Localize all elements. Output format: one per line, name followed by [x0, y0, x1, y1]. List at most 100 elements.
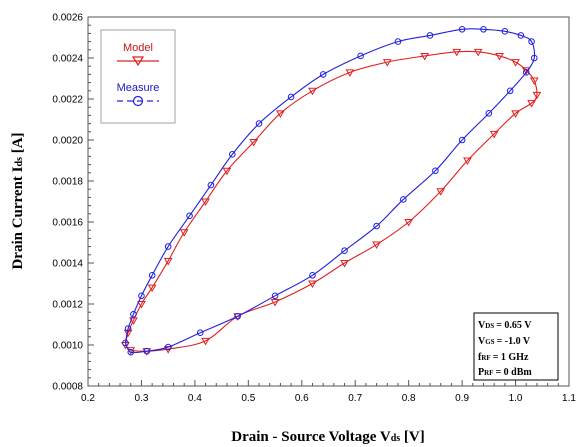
- measure-point: [122, 339, 129, 347]
- y-tick-label: 0.0024: [52, 54, 83, 65]
- y-tick-label: 0.0022: [52, 95, 83, 106]
- model-point: [420, 52, 430, 61]
- y-tick-label: 0.0010: [52, 341, 83, 352]
- measure-point: [130, 310, 137, 318]
- model-point: [452, 48, 462, 57]
- y-axis-title: Drain Current Ids [A]: [10, 132, 26, 269]
- measure-point: [319, 71, 327, 78]
- series-layer: [121, 26, 542, 356]
- measure-point: [124, 325, 132, 332]
- measure-point: [255, 120, 263, 127]
- info-vds: VDS = 0.65 V: [478, 320, 532, 331]
- model-point: [179, 229, 189, 237]
- x-tick-label: 0.9: [455, 393, 469, 404]
- legend-measure-label: Measure: [117, 82, 160, 94]
- model-point: [382, 59, 392, 67]
- model-point: [404, 219, 414, 227]
- measure-point: [530, 54, 538, 62]
- model-point: [163, 257, 173, 266]
- model-point: [511, 110, 520, 118]
- model-point: [340, 260, 349, 268]
- model-point: [201, 198, 210, 206]
- model-point: [463, 157, 472, 165]
- x-tick-label: 0.7: [348, 393, 362, 404]
- measure-point: [458, 26, 466, 33]
- measure-point: [458, 136, 466, 144]
- measure-point: [400, 196, 407, 203]
- model-point: [308, 280, 317, 288]
- model-point: [527, 100, 536, 108]
- x-tick-label: 0.4: [188, 393, 202, 404]
- y-tick-label: 0.0014: [52, 259, 83, 270]
- y-tick-label: 0.0016: [52, 218, 83, 229]
- x-tick-label: 0.8: [402, 393, 416, 404]
- info-frf: fRF = 1 GHz: [478, 352, 529, 363]
- measure-point: [164, 343, 172, 351]
- info-vgs: VGS = -1.0 V: [478, 336, 531, 347]
- x-tick-label: 0.3: [134, 393, 148, 404]
- model-point: [489, 130, 499, 139]
- model-point: [511, 59, 520, 67]
- x-axis-ticks: 0.2 0.3 0.4 0.5 0.6 0.7 0.8 0.9 1.0 1.1: [81, 380, 576, 404]
- info-prf: PRF = 0 dBm: [478, 367, 532, 378]
- model-point: [270, 298, 280, 307]
- x-axis-title: Drain - Source Voltage Vds [V]: [231, 429, 424, 445]
- measure-point: [522, 69, 530, 76]
- measure-point: [271, 292, 279, 300]
- measure-point: [229, 151, 236, 158]
- series-measure: [122, 26, 538, 356]
- model-point: [532, 91, 542, 100]
- model-point: [529, 77, 539, 86]
- x-tick-label: 0.6: [295, 393, 309, 404]
- model-point: [473, 48, 483, 57]
- measure-point: [373, 222, 380, 230]
- y-tick-label: 0.0012: [52, 300, 83, 311]
- measure-point: [207, 181, 215, 189]
- measure-point: [164, 243, 172, 250]
- bias-info-box: VDS = 0.65 V VGS = -1.0 V fRF = 1 GHz PRF = …: [473, 312, 559, 381]
- y-tick-label: 0.0018: [52, 177, 83, 188]
- model-point: [129, 317, 138, 325]
- y-tick-label: 0.0026: [52, 13, 83, 24]
- x-tick-label: 0.2: [81, 393, 95, 404]
- model-point: [345, 69, 355, 77]
- measure-point: [480, 26, 487, 33]
- model-point: [222, 167, 232, 176]
- legend-model-marker: [131, 56, 145, 67]
- y-tick-label: 0.0008: [52, 382, 83, 393]
- measure-point: [309, 272, 316, 279]
- model-point: [276, 110, 285, 118]
- measure-point: [432, 167, 439, 175]
- measure-point: [234, 313, 241, 320]
- model-point: [137, 301, 146, 309]
- model-point: [249, 139, 259, 147]
- measure-point: [528, 38, 535, 45]
- measure-point: [426, 32, 434, 39]
- measure-point: [287, 93, 295, 101]
- model-point: [495, 52, 504, 61]
- measure-point: [143, 347, 151, 355]
- measure-point: [501, 28, 509, 35]
- legend: Model Measure: [100, 29, 176, 124]
- series-model: [121, 48, 542, 356]
- legend-measure-marker: [132, 95, 144, 107]
- x-tick-label: 0.5: [241, 393, 255, 404]
- model-point: [372, 241, 381, 250]
- measure-point: [394, 38, 402, 45]
- model-point: [147, 284, 157, 293]
- x-tick-label: 1.1: [562, 393, 576, 404]
- plot-frame: [87, 16, 570, 387]
- model-point: [201, 337, 210, 346]
- measure-point: [357, 52, 364, 60]
- y-axis-ticks: 0.0008 0.0010 0.0012 0.0014 0.0016 0.0018 0.00…: [52, 13, 94, 393]
- measure-point: [148, 272, 156, 279]
- measure-curve: [124, 28, 536, 354]
- measure-point: [186, 212, 193, 220]
- measure-point: [138, 292, 145, 300]
- measure-point: [127, 348, 135, 356]
- legend-box: [100, 29, 176, 124]
- measure-point: [517, 32, 525, 39]
- measure-point: [485, 110, 493, 117]
- measure-point: [196, 329, 204, 337]
